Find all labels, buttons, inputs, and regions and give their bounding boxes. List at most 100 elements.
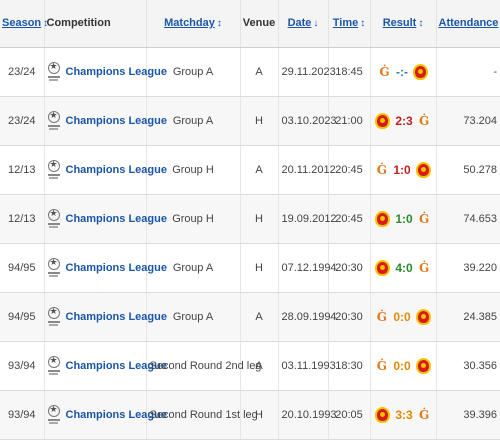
sort-icon[interactable]: ↕ — [418, 18, 424, 30]
date-cell: 03.10.2023 — [278, 96, 337, 146]
time-cell: 20:30 — [328, 292, 371, 342]
attendance-value: 39.396 — [463, 408, 497, 421]
venue-cell: H — [240, 96, 279, 146]
competition-link[interactable]: Champions League — [65, 65, 167, 78]
match-score-link[interactable]: 4:0 — [395, 260, 413, 275]
galatasaray-crest-icon[interactable]: Ġ — [376, 309, 387, 324]
matchday-cell: Group H — [146, 194, 241, 244]
date-cell: 28.09.1994 — [278, 292, 337, 342]
sort-icon[interactable]: ↕ — [43, 18, 49, 30]
match-score-link[interactable]: 0:0 — [393, 309, 411, 324]
venue-value: H — [255, 212, 263, 225]
season-value: 23/24 — [7, 65, 36, 78]
competition-link[interactable]: Champions League — [65, 359, 167, 372]
time-cell: 20:45 — [328, 194, 371, 244]
sort-icon[interactable]: ↕ — [216, 18, 222, 30]
matchday-value: Group A — [172, 65, 214, 78]
attendance-column-header[interactable]: Attendance↕ — [436, 0, 500, 48]
galatasaray-crest-icon[interactable]: Ġ — [379, 64, 390, 79]
competition-link[interactable]: Champions League — [65, 310, 167, 323]
match-score-link[interactable]: 1:0 — [393, 162, 411, 177]
date-column-header[interactable]: Date ↓ — [278, 0, 329, 48]
sort-icon[interactable]: ↕ — [360, 18, 366, 30]
champions-league-logo-icon — [47, 355, 60, 376]
matchday-sort-link[interactable]: Matchday — [164, 17, 215, 30]
result-column-header[interactable]: Result ↕ — [370, 0, 437, 48]
champions-league-logo-icon — [47, 306, 60, 327]
competition-cell: Champions League — [44, 341, 167, 391]
season-column-header[interactable]: Season ↕ — [0, 0, 48, 48]
result-cell: Ġ 1:0 — [370, 145, 437, 195]
date-cell: 29.11.2023 — [278, 47, 336, 97]
manchester-united-crest-icon[interactable] — [375, 112, 391, 129]
matchday-cell: Group A — [146, 96, 241, 146]
champions-league-logo-icon — [47, 404, 60, 425]
match-score-link[interactable]: 2:3 — [395, 113, 413, 128]
matchday-cell: Second Round 2nd leg — [146, 341, 261, 391]
competition-link[interactable]: Champions League — [65, 261, 167, 274]
result-cell: 3:3 Ġ — [370, 390, 437, 440]
galatasaray-crest-icon[interactable]: Ġ — [376, 162, 387, 177]
champions-league-logo-icon — [47, 159, 60, 180]
manchester-united-crest-icon[interactable] — [413, 63, 428, 80]
time-sort-link[interactable]: Time — [332, 17, 359, 30]
time-cell: 18:45 — [328, 47, 371, 97]
attendance-value: 74.653 — [463, 212, 497, 225]
galatasaray-crest-icon[interactable]: Ġ — [419, 260, 430, 275]
manchester-united-crest-icon[interactable] — [375, 210, 391, 227]
galatasaray-crest-icon[interactable]: Ġ — [419, 407, 430, 422]
time-value: 20:45 — [335, 212, 363, 225]
matchday-value: Group A — [172, 114, 214, 127]
competition-link[interactable]: Champions League — [65, 212, 167, 225]
champions-league-logo-icon — [47, 208, 60, 229]
galatasaray-crest-icon[interactable]: Ġ — [376, 358, 387, 373]
venue-cell: A — [240, 47, 279, 97]
galatasaray-crest-icon[interactable]: Ġ — [419, 113, 430, 128]
attendance-cell: 24.385 — [436, 292, 500, 342]
result-sort-link[interactable]: Result — [382, 17, 417, 30]
result-cell: 4:0 Ġ — [370, 243, 437, 293]
match-score-link[interactable]: -:- — [396, 64, 408, 79]
venue-value: H — [255, 408, 263, 421]
date-cell: 19.09.2012 — [278, 194, 337, 244]
date-cell: 20.10.1993 — [278, 390, 337, 440]
competition-link[interactable]: Champions League — [65, 114, 167, 127]
manchester-united-crest-icon[interactable] — [375, 259, 391, 276]
attendance-cell: 50.278 — [436, 145, 500, 195]
manchester-united-crest-icon[interactable] — [375, 406, 391, 423]
competition-link[interactable]: Champions League — [65, 408, 167, 421]
venue-cell: A — [240, 341, 279, 391]
venue-value: A — [255, 310, 263, 323]
time-value: 18:30 — [335, 359, 363, 372]
season-cell: 94/95 — [0, 292, 45, 342]
galatasaray-crest-icon[interactable]: Ġ — [419, 211, 430, 226]
venue-value: A — [255, 359, 263, 372]
season-cell: 93/94 — [0, 341, 45, 391]
date-sort-link[interactable]: Date — [287, 17, 312, 30]
matchday-cell: Group A — [146, 47, 241, 97]
matchday-value: Group A — [172, 310, 214, 323]
season-cell: 23/24 — [0, 96, 45, 146]
season-sort-link[interactable]: Season — [2, 17, 42, 30]
attendance-sort-link[interactable]: Attendance — [438, 17, 499, 30]
season-cell: 94/95 — [0, 243, 45, 293]
venue-cell: A — [240, 292, 279, 342]
manchester-united-crest-icon[interactable] — [415, 161, 431, 178]
manchester-united-crest-icon[interactable] — [415, 357, 431, 374]
attendance-value: 50.278 — [463, 163, 497, 176]
sort-descending-icon[interactable]: ↓ — [313, 18, 319, 30]
match-score-link[interactable]: 1:0 — [395, 211, 413, 226]
match-score-link[interactable]: 0:0 — [393, 358, 411, 373]
manchester-united-crest-icon[interactable] — [415, 308, 431, 325]
matchday-cell: Second Round 1st leg — [146, 390, 258, 440]
date-value: 29.11.2023 — [281, 65, 336, 78]
time-column-header[interactable]: Time ↕ — [328, 0, 371, 48]
competition-column-header: Competition — [44, 0, 147, 48]
attendance-cell: 39.396 — [436, 390, 500, 440]
match-score-link[interactable]: 3:3 — [395, 407, 413, 422]
date-value: 07.12.1994 — [281, 261, 337, 274]
matchday-column-header[interactable]: Matchday ↕ — [146, 0, 241, 48]
table-row: 93/94 Champions League Second Round 1st … — [0, 390, 500, 440]
competition-link[interactable]: Champions League — [65, 163, 167, 176]
attendance-value: 30.356 — [463, 359, 497, 372]
